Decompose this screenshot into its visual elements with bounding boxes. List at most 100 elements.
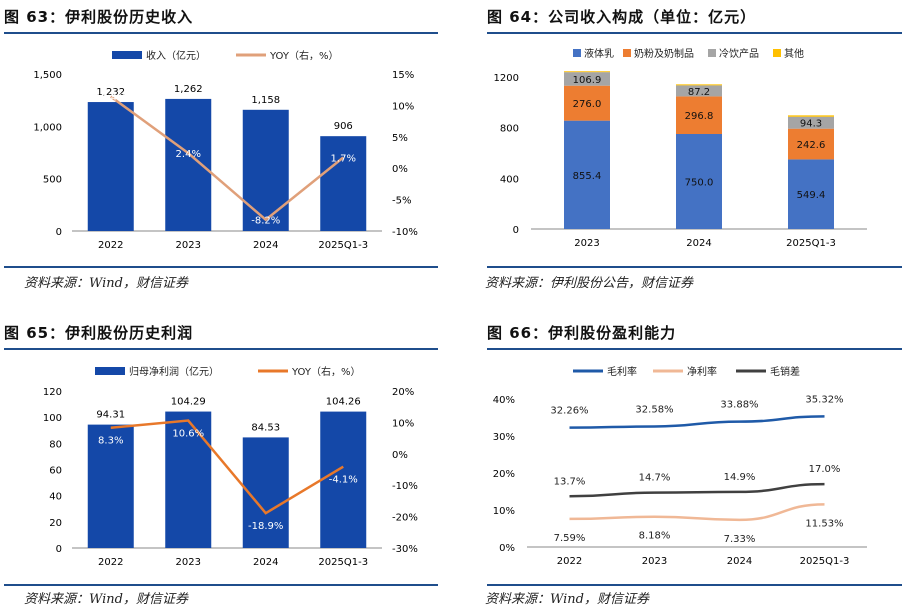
series-value-label: 33.88% bbox=[720, 400, 758, 411]
yoy-value-label: 11.4% bbox=[95, 93, 127, 104]
stack-segment bbox=[564, 120, 610, 229]
chart-frame bbox=[4, 32, 438, 268]
y-tick-label: 60 bbox=[49, 466, 62, 477]
segment-value-label: 855.4 bbox=[573, 171, 602, 182]
y-tick-label: 30% bbox=[493, 432, 515, 443]
legend-label: YOY（右，%） bbox=[269, 49, 339, 62]
stack-segment bbox=[676, 84, 722, 86]
x-tick-label: 2022 bbox=[557, 556, 582, 567]
yoy-line bbox=[110, 95, 345, 222]
y-tick-label: 100 bbox=[43, 413, 62, 424]
x-tick-label: 2025Q1-3 bbox=[318, 557, 368, 568]
stack-segment bbox=[564, 71, 610, 73]
series-value-label: 7.33% bbox=[724, 534, 756, 545]
stack-segment bbox=[564, 85, 610, 121]
legend-label: 毛销差 bbox=[770, 365, 800, 378]
y-tick-label: 0 bbox=[56, 227, 62, 238]
chart-frame bbox=[4, 348, 438, 586]
stack-segment bbox=[788, 115, 834, 117]
series-value-label: 32.58% bbox=[635, 404, 673, 415]
stack-segment bbox=[676, 96, 722, 134]
bar bbox=[242, 437, 289, 548]
y2-tick-label: -10% bbox=[392, 227, 418, 238]
series-value-label: 7.59% bbox=[554, 533, 586, 544]
y2-tick-label: -5% bbox=[392, 196, 411, 207]
legend-label: 冷饮产品 bbox=[719, 47, 759, 60]
legend-swatch bbox=[112, 51, 142, 59]
yoy-value-label: 1.7% bbox=[331, 154, 356, 165]
y-tick-label: 500 bbox=[43, 175, 62, 186]
series-value-label: 11.53% bbox=[805, 518, 843, 529]
bar-value-label: 1,262 bbox=[174, 84, 203, 95]
series-value-label: 17.0% bbox=[809, 464, 841, 475]
bar-value-label: 1,232 bbox=[96, 87, 125, 98]
y2-tick-label: -10% bbox=[392, 481, 418, 492]
bar bbox=[165, 411, 212, 548]
legend-label: 奶粉及奶制品 bbox=[634, 47, 694, 60]
y-tick-label: 1,500 bbox=[33, 70, 62, 81]
composition-chart: 液体乳 奶粉及奶制品 冷饮产品 其他 0 400 800 1200 855.4 276.0 106.… bbox=[494, 47, 867, 249]
bar bbox=[242, 109, 289, 231]
y2-tick-label: 20% bbox=[392, 387, 414, 398]
source-note: 资料来源：伊利股份公告，财信证券 bbox=[485, 276, 694, 291]
x-tick-label: 2023 bbox=[176, 240, 201, 251]
legend-swatch bbox=[773, 49, 781, 57]
panel-profit: 图 65：伊利股份历史利润 归母净利润（亿元） YOY（右，%） 0 20 40 60 80… bbox=[0, 316, 450, 616]
yoy-value-label: 10.6% bbox=[172, 429, 204, 440]
yoy-value-label: -4.1% bbox=[329, 475, 358, 486]
series-line bbox=[569, 415, 825, 429]
y2-tick-label: 0% bbox=[392, 450, 408, 461]
y-tick-label: 20% bbox=[493, 469, 515, 480]
y-tick-label: 0% bbox=[499, 543, 515, 554]
bar-value-label: 84.53 bbox=[251, 422, 280, 433]
y-tick-label: 0 bbox=[513, 225, 519, 236]
x-tick-label: 2025Q1-3 bbox=[318, 240, 368, 251]
series-value-label: 35.32% bbox=[805, 394, 843, 405]
y-tick-label: 40 bbox=[49, 492, 62, 503]
series-line bbox=[569, 503, 825, 522]
x-tick-label: 2025Q1-3 bbox=[800, 556, 850, 567]
yoy-value-label: 8.3% bbox=[98, 436, 123, 447]
yoy-line bbox=[110, 419, 344, 515]
yoy-value-label: 2.4% bbox=[176, 149, 201, 160]
y-tick-label: 1,000 bbox=[33, 122, 62, 133]
bar bbox=[320, 136, 367, 231]
legend-swatch bbox=[573, 49, 581, 57]
x-tick-label: 2023 bbox=[642, 556, 667, 567]
x-tick-label: 2024 bbox=[253, 557, 278, 568]
legend-swatch bbox=[95, 367, 125, 375]
profitability-chart: 毛利率 净利率 毛销差 0% 10% 20% 30% 40% 2022 2023 2024 2025Q… bbox=[493, 365, 867, 567]
bar-value-label: 906 bbox=[334, 121, 353, 132]
y2-tick-label: -30% bbox=[392, 544, 418, 555]
source-note: 资料来源：Wind，财信证券 bbox=[485, 592, 649, 607]
x-tick-label: 2022 bbox=[98, 557, 123, 568]
y-tick-label: 80 bbox=[49, 439, 62, 450]
bar bbox=[165, 98, 212, 231]
stack-segment bbox=[788, 116, 834, 129]
x-tick-label: 2023 bbox=[176, 557, 201, 568]
chart-frame bbox=[487, 348, 902, 586]
source-note: 资料来源：Wind，财信证券 bbox=[24, 276, 188, 291]
legend-swatch bbox=[708, 49, 716, 57]
x-tick-label: 2024 bbox=[253, 240, 278, 251]
panel-revenue: 图 63：伊利股份历史收入 收入（亿元） YOY（右，%） 0 500 1,000 1,5… bbox=[0, 0, 450, 300]
y2-tick-label: 5% bbox=[392, 133, 408, 144]
profit-chart: 归母净利润（亿元） YOY（右，%） 0 20 40 60 80 100 120 -30% -20%… bbox=[43, 365, 418, 568]
chart-frame bbox=[487, 32, 902, 268]
bar-value-label: 1,158 bbox=[251, 95, 280, 106]
series-value-label: 14.7% bbox=[639, 473, 671, 484]
series-line bbox=[569, 482, 825, 498]
y2-tick-label: 0% bbox=[392, 164, 408, 175]
legend-label: 收入（亿元） bbox=[146, 49, 206, 62]
legend-label: 毛利率 bbox=[607, 365, 637, 378]
y-tick-label: 800 bbox=[500, 124, 519, 135]
panel-title: 图 65：伊利股份历史利润 bbox=[4, 324, 194, 342]
y2-tick-label: 15% bbox=[392, 70, 414, 81]
segment-value-label: 94.3 bbox=[800, 119, 822, 130]
panel-revenue-composition: 图 64：公司收入构成（单位：亿元） 液体乳 奶粉及奶制品 冷饮产品 其他 0 400 80… bbox=[455, 0, 911, 300]
bar-value-label: 94.31 bbox=[96, 410, 125, 421]
legend-label: 净利率 bbox=[687, 365, 717, 378]
series-value-label: 8.18% bbox=[639, 531, 671, 542]
y-tick-label: 10% bbox=[493, 506, 515, 517]
x-tick-label: 2023 bbox=[574, 238, 599, 249]
